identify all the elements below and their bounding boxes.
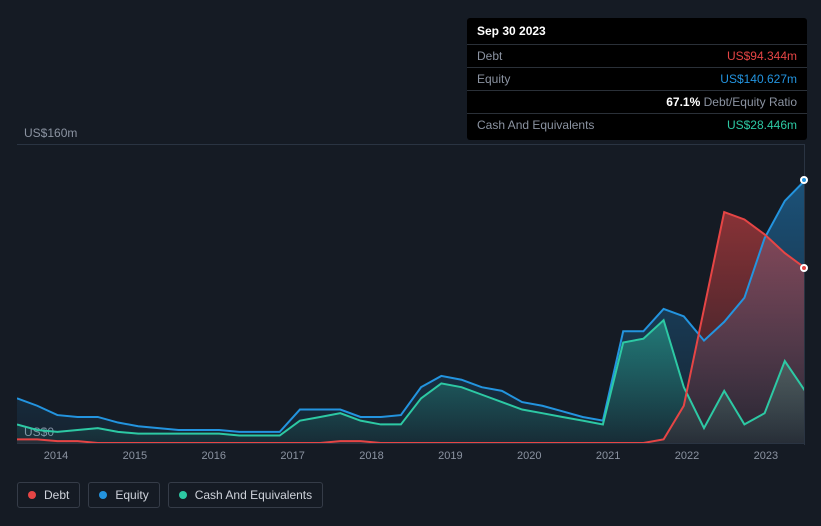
- x-tick-label: 2014: [17, 450, 95, 466]
- tooltip-row: Cash And EquivalentsUS$28.446m: [477, 116, 797, 134]
- x-axis: 2014201520162017201820192020202120222023: [17, 450, 805, 466]
- debt-marker: [800, 264, 808, 272]
- legend-label: Equity: [115, 488, 148, 502]
- x-tick-label: 2022: [648, 450, 726, 466]
- x-tick-label: 2016: [175, 450, 253, 466]
- x-tick-label: 2020: [490, 450, 568, 466]
- chart-area: [17, 144, 805, 444]
- legend-label: Cash And Equivalents: [195, 488, 312, 502]
- legend-dot: [28, 491, 36, 499]
- tooltip-row: DebtUS$94.344m: [477, 47, 797, 65]
- legend-item[interactable]: Cash And Equivalents: [168, 482, 323, 508]
- legend: Debt Equity Cash And Equivalents: [17, 482, 323, 508]
- x-tick-label: 2021: [569, 450, 647, 466]
- legend-dot: [179, 491, 187, 499]
- highlight-line: [804, 145, 805, 445]
- legend-label: Debt: [44, 488, 69, 502]
- tooltip-date: Sep 30 2023: [477, 24, 797, 42]
- x-tick-label: 2017: [254, 450, 332, 466]
- x-tick-label: 2019: [411, 450, 489, 466]
- tooltip: Sep 30 2023 DebtUS$94.344m EquityUS$140.62…: [467, 18, 807, 140]
- legend-item[interactable]: Equity: [88, 482, 159, 508]
- x-tick-label: 2023: [727, 450, 805, 466]
- legend-dot: [99, 491, 107, 499]
- y-tick-label: US$160m: [24, 126, 77, 140]
- legend-item[interactable]: Debt: [17, 482, 80, 508]
- x-tick-label: 2015: [96, 450, 174, 466]
- equity-marker: [800, 176, 808, 184]
- tooltip-row-ratio: 67.1% Debt/Equity Ratio: [477, 93, 797, 111]
- x-tick-label: 2018: [333, 450, 411, 466]
- chart-svg: [17, 145, 805, 443]
- tooltip-row: EquityUS$140.627m: [477, 70, 797, 88]
